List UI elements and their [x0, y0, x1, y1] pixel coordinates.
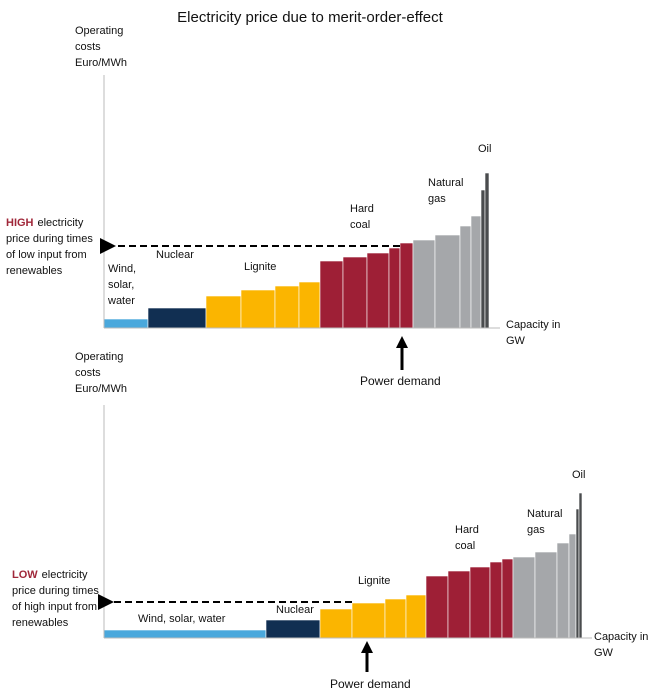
bar [405, 594, 427, 639]
y-axis-label: Euro/MWh [75, 383, 127, 395]
bar [147, 307, 207, 329]
bar [459, 225, 472, 329]
y-axis-label: Operating [75, 351, 123, 363]
bar [512, 556, 536, 639]
bar [384, 598, 407, 639]
x-axis-label: GW [506, 335, 526, 347]
segment-label: Lignite [358, 575, 390, 587]
segment-label: Nuclear [156, 249, 194, 261]
segment-label: Natural [428, 177, 463, 189]
annotation-emphasis: LOW [12, 569, 38, 581]
bar [568, 533, 577, 639]
annotation-text: electricity [38, 217, 84, 229]
bar [298, 281, 321, 329]
bar [501, 558, 514, 639]
bar [103, 629, 267, 639]
demand-arrowhead [396, 336, 408, 348]
segment-label: water [107, 295, 135, 307]
bar [412, 239, 436, 329]
bar [342, 256, 368, 329]
demand-arrowhead [361, 641, 373, 653]
title: Electricity price due to merit-order-eff… [177, 9, 443, 26]
bar [240, 289, 276, 329]
bar [399, 242, 414, 329]
y-axis-label: costs [75, 367, 101, 379]
annotation-text: electricity [42, 569, 88, 581]
bar [534, 551, 558, 639]
segment-label: coal [455, 540, 475, 552]
segment-label: Oil [478, 143, 491, 155]
segment-label: Hard [350, 203, 374, 215]
bar [319, 260, 344, 329]
annotation: of low input from [6, 249, 87, 261]
demand-label: Power demand [330, 677, 411, 691]
bar [489, 561, 503, 639]
bar [205, 295, 242, 329]
bar [578, 492, 583, 639]
annotation: of high input from [12, 601, 97, 613]
bar [366, 252, 390, 329]
annotation: renewables [6, 265, 63, 277]
annotation: price during times [6, 233, 93, 245]
bar [556, 542, 570, 639]
segment-label: Lignite [244, 261, 276, 273]
charts: Operating costs Euro/MWh Capacity in GW Wind,… [6, 25, 648, 691]
segment-label: Hard [455, 524, 479, 536]
bar [388, 247, 401, 329]
bottom-chart: Operating costs Euro/MWh Capacity in GW Wind,… [12, 351, 648, 691]
segment-label: Natural [527, 508, 562, 520]
segment-label: Nuclear [276, 604, 314, 616]
segment-label: Oil [572, 469, 585, 481]
y-axis-label: Operating [75, 25, 123, 37]
x-axis-label: Capacity in [594, 631, 648, 643]
segment-label: Wind, [108, 263, 136, 275]
bar [274, 285, 300, 329]
annotation: price during times [12, 585, 99, 597]
annotation: HIGH electricity [6, 217, 84, 229]
bar [265, 619, 321, 639]
bar [447, 570, 471, 639]
bar [351, 602, 386, 639]
bar [469, 566, 491, 639]
bar [319, 608, 353, 639]
segment-label: gas [428, 193, 446, 205]
annotation-emphasis: HIGH [6, 217, 34, 229]
bar [484, 172, 490, 329]
annotation: LOW electricity [12, 569, 88, 581]
y-axis-label: costs [75, 41, 101, 53]
annotation: renewables [12, 617, 69, 629]
x-axis-label: GW [594, 647, 614, 659]
demand-label: Power demand [360, 374, 441, 388]
bar [425, 575, 449, 639]
segment-label: gas [527, 524, 545, 536]
bar [434, 234, 461, 329]
segment-label: coal [350, 219, 370, 231]
bar [103, 318, 149, 329]
bar [470, 215, 482, 329]
top-chart: Operating costs Euro/MWh Capacity in GW Wind,… [6, 25, 560, 388]
bar [480, 189, 486, 329]
y-axis-label: Euro/MWh [75, 57, 127, 69]
x-axis-label: Capacity in [506, 319, 560, 331]
bar [575, 508, 580, 639]
segment-label: Wind, solar, water [138, 613, 226, 625]
segment-label: solar, [108, 279, 134, 291]
